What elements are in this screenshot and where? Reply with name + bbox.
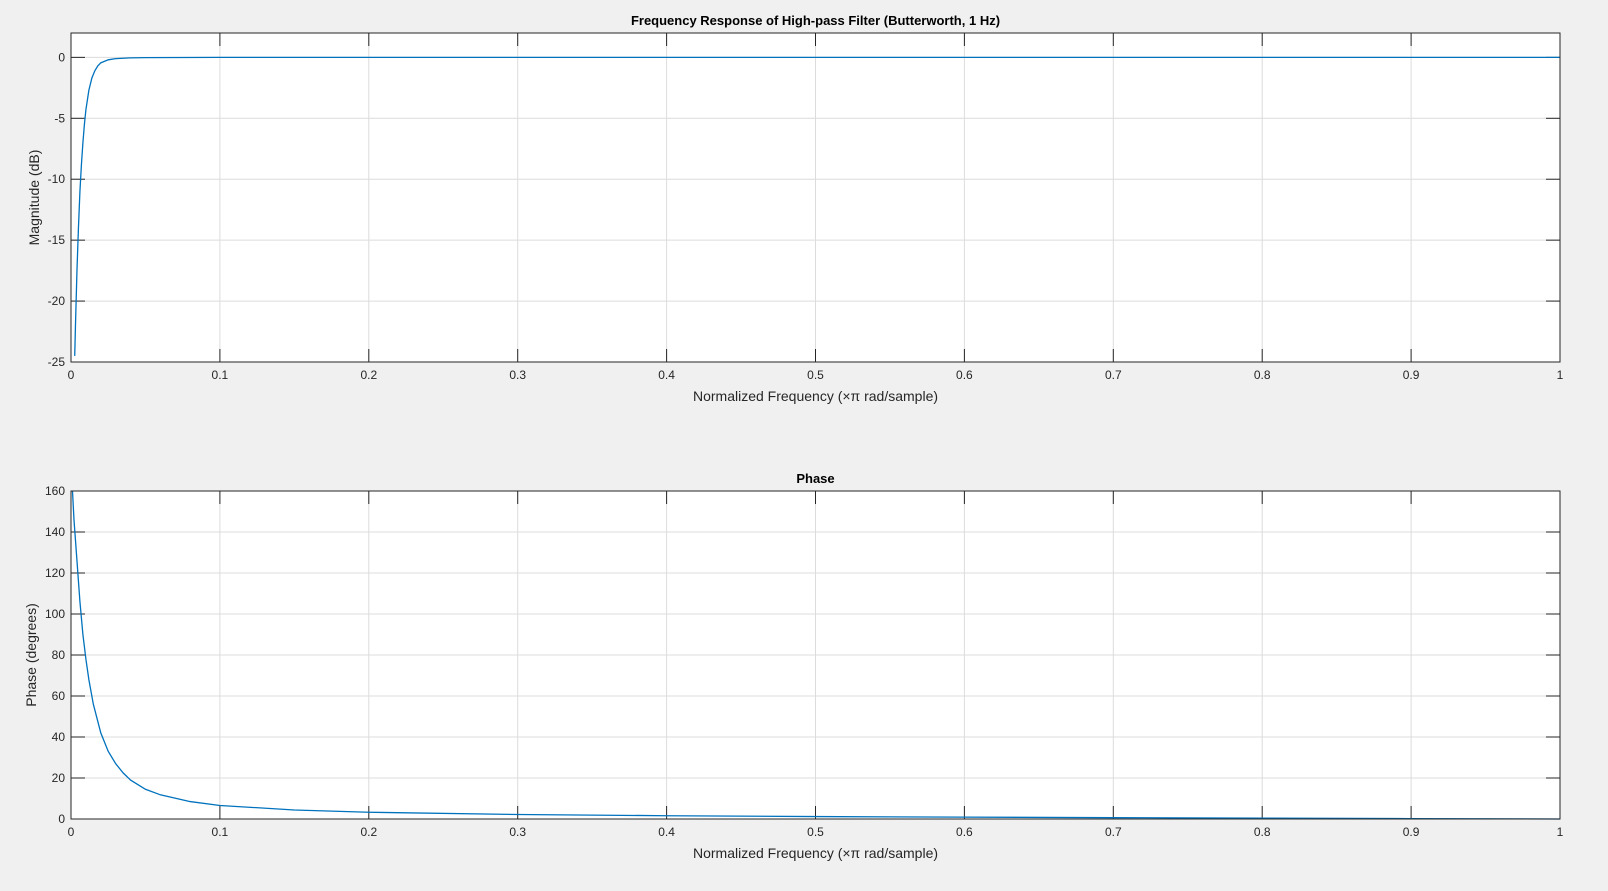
- phase-grid: [71, 491, 1560, 819]
- phase-y-axis-label: Phase (degrees): [23, 603, 39, 707]
- magnitude-x-tick-label: 0.8: [1254, 368, 1271, 382]
- phase-y-tick-label: 120: [45, 566, 65, 580]
- phase-y-tick-label: 60: [52, 689, 66, 703]
- phase-x-axis-label: Normalized Frequency (×π rad/sample): [693, 845, 938, 861]
- phase-y-tick-label: 0: [58, 812, 65, 826]
- phase-x-tick-label: 1: [1557, 825, 1564, 839]
- phase-x-tick-label: 0.4: [658, 825, 675, 839]
- magnitude-x-tick-label: 0.5: [807, 368, 824, 382]
- phase-series: [71, 490, 1561, 820]
- phase-x-tick-label: 0.6: [956, 825, 973, 839]
- magnitude-x-tick-label: 0.9: [1403, 368, 1420, 382]
- magnitude-y-axis-label: Magnitude (dB): [26, 150, 42, 246]
- magnitude-x-tick-label: 0.4: [658, 368, 675, 382]
- phase-y-tick-label: 40: [52, 730, 66, 744]
- phase-x-tick-label: 0.5: [807, 825, 824, 839]
- magnitude-x-tick-label: 0.2: [360, 368, 377, 382]
- phase-ticks: 0 0.1 0.2 0.3 0.4 0.5 0.6 0.7 0.8 0.9 1 0 20 40 60 80 10…: [45, 484, 1564, 839]
- magnitude-x-tick-label: 0.3: [509, 368, 526, 382]
- magnitude-y-tick-label: -25: [48, 355, 66, 369]
- phase-y-tick-label: 160: [45, 484, 65, 498]
- phase-x-tick-label: 0.3: [509, 825, 526, 839]
- magnitude-axes-box: [70, 32, 1561, 363]
- phase-x-tick-label: 0: [68, 825, 75, 839]
- magnitude-x-axis-label: Normalized Frequency (×π rad/sample): [693, 388, 938, 404]
- magnitude-chart: 0 0.1 0.2 0.3 0.4 0.5 0.6 0.7 0.8 0.9 1 -25 -20 -15 -1…: [26, 13, 1564, 404]
- magnitude-y-tick-label: -20: [48, 294, 66, 308]
- magnitude-y-tick-label: -5: [54, 111, 65, 125]
- phase-series-line: [71, 490, 1561, 820]
- phase-x-tick-label: 0.9: [1403, 825, 1420, 839]
- magnitude-series-line: [74, 56, 1560, 356]
- magnitude-y-tick-label: -10: [48, 172, 66, 186]
- magnitude-ticks: 0 0.1 0.2 0.3 0.4 0.5 0.6 0.7 0.8 0.9 1 -25 -20 -15 -1…: [48, 33, 1564, 382]
- magnitude-series: [74, 56, 1560, 356]
- magnitude-chart-title: Frequency Response of High-pass Filter (…: [631, 13, 1000, 28]
- phase-axes-box: [70, 490, 1561, 820]
- phase-y-tick-label: 100: [45, 607, 65, 621]
- phase-y-tick-label: 20: [52, 771, 66, 785]
- phase-y-tick-label: 80: [52, 648, 66, 662]
- magnitude-y-tick-label: -15: [48, 233, 66, 247]
- phase-x-tick-label: 0.7: [1105, 825, 1122, 839]
- phase-chart-title: Phase: [796, 471, 834, 486]
- phase-x-tick-label: 0.1: [212, 825, 229, 839]
- magnitude-x-tick-label: 0.1: [212, 368, 229, 382]
- phase-chart: 0 0.1 0.2 0.3 0.4 0.5 0.6 0.7 0.8 0.9 1 0 20 40 60 80 10…: [23, 471, 1564, 861]
- magnitude-x-tick-label: 0.6: [956, 368, 973, 382]
- phase-x-tick-label: 0.2: [360, 825, 377, 839]
- magnitude-y-tick-label: 0: [58, 50, 65, 64]
- phase-x-tick-label: 0.8: [1254, 825, 1271, 839]
- magnitude-x-tick-label: 1: [1557, 368, 1564, 382]
- phase-y-tick-label: 140: [45, 525, 65, 539]
- magnitude-x-tick-label: 0.7: [1105, 368, 1122, 382]
- magnitude-x-tick-label: 0: [68, 368, 75, 382]
